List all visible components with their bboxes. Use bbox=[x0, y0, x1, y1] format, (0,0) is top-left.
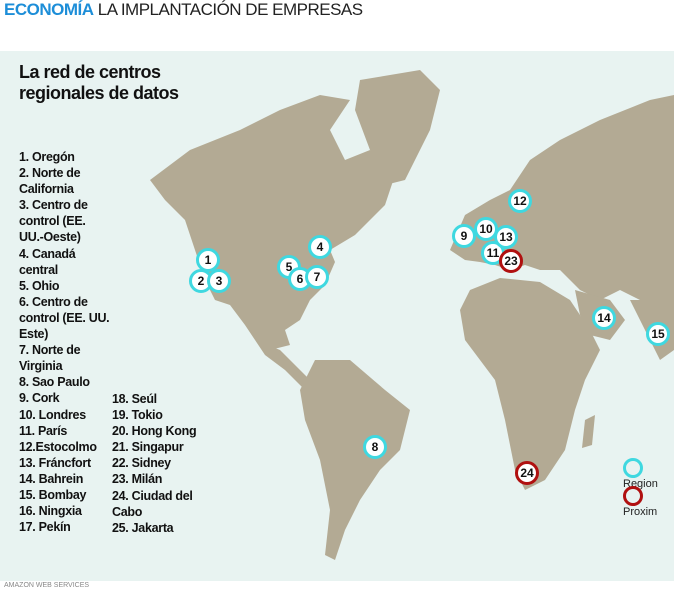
location-item: 7. Norte de Virginia bbox=[19, 343, 81, 374]
north-america bbox=[150, 95, 395, 350]
location-item: 9. Cork bbox=[19, 391, 60, 406]
location-item: 15. Bombay bbox=[19, 487, 87, 502]
marker-4: 4 bbox=[308, 235, 332, 259]
marker-3: 3 bbox=[207, 269, 231, 293]
location-item: 8. Sao Paulo bbox=[19, 375, 90, 390]
marker-1: 1 bbox=[196, 248, 220, 272]
marker-12: 12 bbox=[508, 189, 532, 213]
location-item: 21. Singapur bbox=[112, 440, 184, 455]
proximity-circle-icon bbox=[623, 486, 643, 506]
location-item: 3. Centro de control (EE. UU.-Oeste) bbox=[19, 198, 88, 245]
location-item: 19. Tokio bbox=[112, 408, 163, 423]
location-item: 4. Canadá central bbox=[19, 246, 76, 277]
location-item: 5. Ohio bbox=[19, 278, 60, 293]
marker-24: 24 bbox=[515, 461, 539, 485]
marker-15: 15 bbox=[646, 322, 670, 346]
marker-23: 23 bbox=[499, 249, 523, 273]
location-item: 12.Estocolmo bbox=[19, 439, 97, 454]
location-item: 16. Ningxia bbox=[19, 504, 82, 519]
location-item: 1. Oregón bbox=[19, 150, 75, 164]
location-item: 13. Fráncfort bbox=[19, 455, 91, 470]
central-america bbox=[255, 340, 315, 390]
location-item: 2. Norte de California bbox=[19, 166, 81, 197]
marker-7: 7 bbox=[305, 265, 329, 289]
location-item: 10. Londres bbox=[19, 407, 86, 422]
location-item: 24. Ciudad del Cabo bbox=[112, 488, 193, 519]
location-item: 22. Sidney bbox=[112, 456, 171, 471]
region-circle-icon bbox=[623, 458, 643, 478]
south-america bbox=[300, 360, 410, 560]
location-item: 23. Milán bbox=[112, 472, 163, 487]
madagascar bbox=[582, 415, 595, 448]
map-panel bbox=[0, 51, 674, 581]
location-item: 17. Pekín bbox=[19, 520, 71, 535]
source: AMAZON WEB SERVICES bbox=[4, 582, 90, 589]
europe-asia bbox=[450, 95, 674, 345]
section-label: ECONOMÍA bbox=[4, 0, 94, 19]
map-title: La red de centros regionales de datos bbox=[19, 62, 179, 103]
location-list-1: 1. Oregón 2. Norte de California 3. Centro… bbox=[19, 149, 111, 535]
marker-14: 14 bbox=[592, 306, 616, 330]
header: ECONOMÍA LA IMPLANTACIÓN DE EMPRESAS bbox=[4, 0, 363, 20]
marker-8: 8 bbox=[363, 435, 387, 459]
legend-proximity-label: Proxim bbox=[623, 506, 658, 518]
marker-10: 10 bbox=[474, 217, 498, 241]
location-list-2: 18. Seúl 19. Tokio 20. Hong Kong 21. Singap… bbox=[112, 391, 202, 536]
marker-9: 9 bbox=[452, 224, 476, 248]
location-item: 14. Bahrein bbox=[19, 471, 84, 486]
africa bbox=[460, 278, 600, 490]
location-item: 11. París bbox=[19, 423, 68, 438]
greenland bbox=[355, 70, 440, 185]
header-subtitle: LA IMPLANTACIÓN DE EMPRESAS bbox=[97, 0, 363, 19]
location-item: 25. Jakarta bbox=[112, 520, 174, 535]
legend-proximity: Proxim bbox=[623, 486, 674, 518]
location-item: 18. Seúl bbox=[112, 392, 157, 406]
marker-13: 13 bbox=[494, 225, 518, 249]
location-item: 20. Hong Kong bbox=[112, 424, 197, 439]
location-item: 6. Centro de control (EE. UU. Este) bbox=[19, 294, 110, 342]
